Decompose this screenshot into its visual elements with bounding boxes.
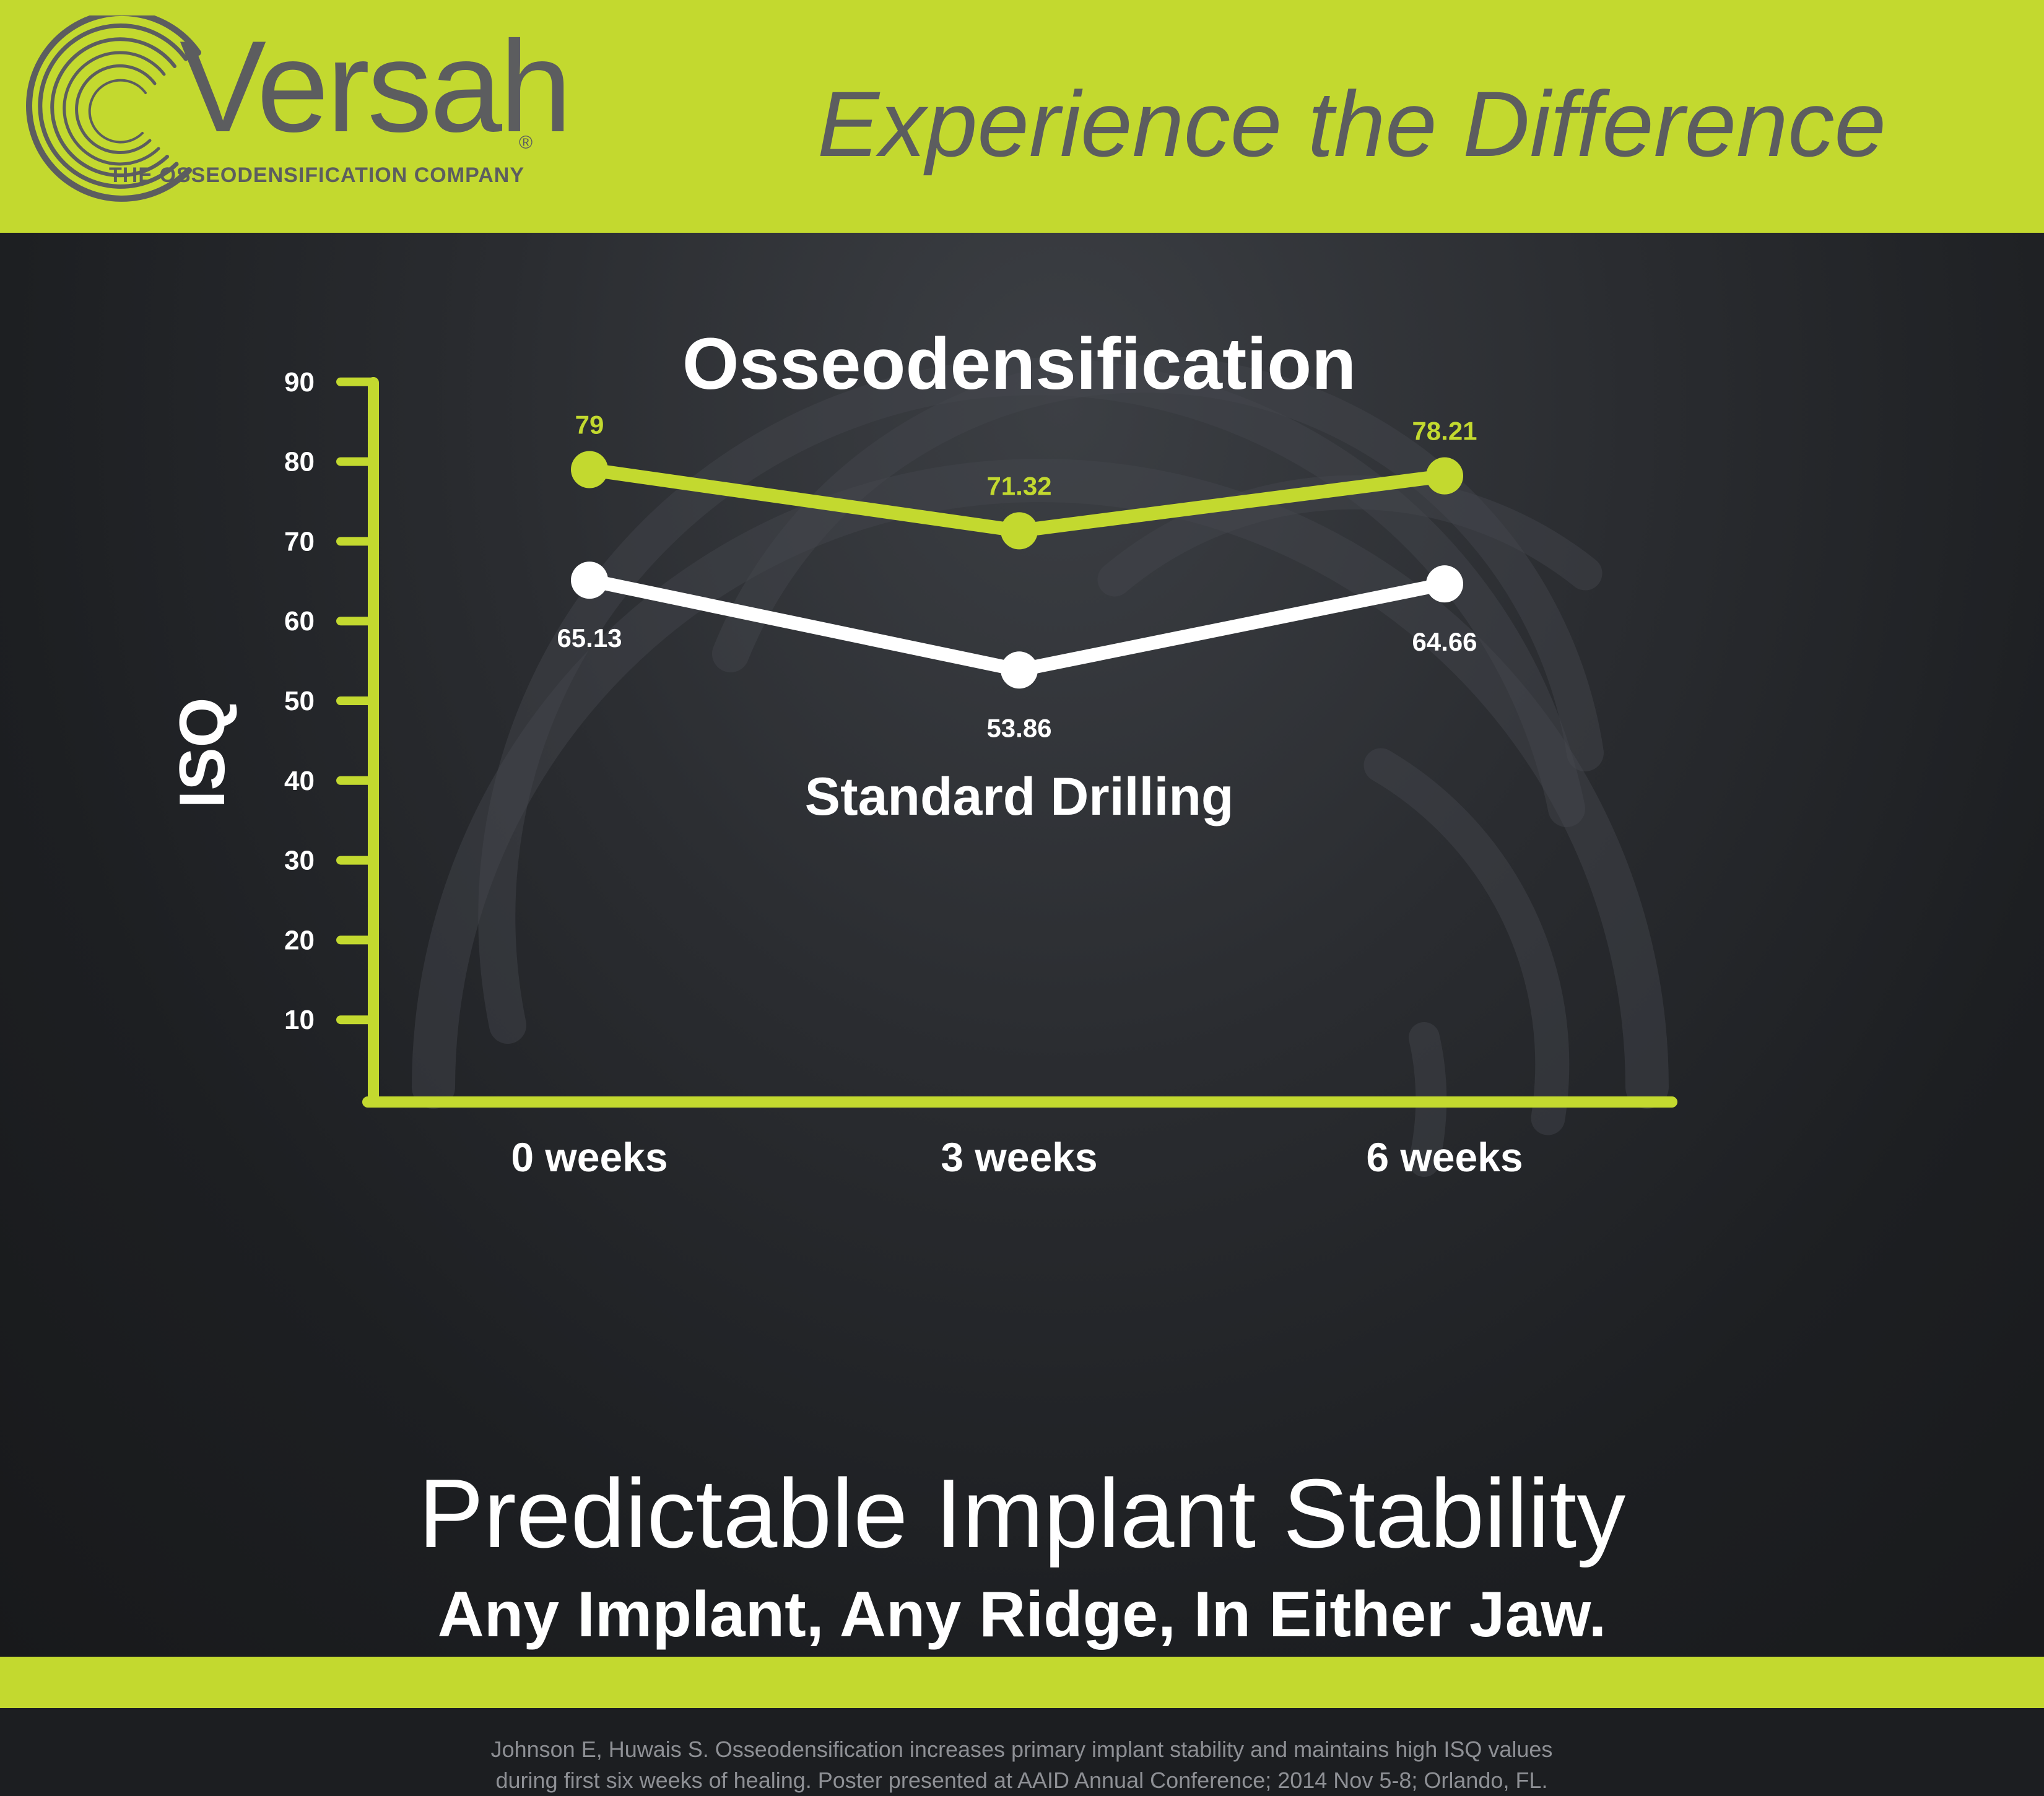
y-tick-label: 60: [284, 606, 315, 636]
brand-tagline: THE OSSEODENSIFICATION COMPANY: [109, 163, 525, 187]
isq-line-chart: 10 20 30 40 50 60 70 80 90 ISQ 0 weeks 3 weeks 6 we…: [167, 323, 1677, 1180]
brand-name: Versah: [180, 14, 572, 159]
citation: Johnson E, Huwais S. Osseodensification …: [402, 1734, 1641, 1796]
x-tick-label: 0 weeks: [511, 1134, 668, 1180]
series-layer: [571, 451, 1463, 689]
labels-layer: ISQ 0 weeks 3 weeks 6 weeks Osseodensificati…: [167, 323, 1523, 1180]
chart-axes: [362, 377, 1677, 1108]
citation-line-2: during first six weeks of healing. Poste…: [495, 1768, 1548, 1793]
data-label: 65.13: [557, 623, 622, 653]
y-axis-label: ISQ: [167, 697, 238, 808]
x-tick-label: 6 weeks: [1366, 1134, 1523, 1180]
main-panel: 10 20 30 40 50 60 70 80 90 ISQ 0 weeks 3 weeks 6 we…: [0, 233, 2044, 1793]
data-point: [571, 562, 608, 599]
data-point: [571, 451, 608, 488]
series-name-osseodensification: Osseodensification: [682, 323, 1357, 405]
header-slogan: Experience the Difference: [817, 72, 1886, 176]
registered-mark: ®: [519, 132, 533, 153]
x-tick-label: 3 weeks: [941, 1134, 1097, 1180]
series-name-standard-drilling: Standard Drilling: [805, 767, 1234, 826]
data-label: 79: [575, 410, 604, 439]
footer-bar: [0, 1657, 2044, 1708]
y-tick-label: 30: [284, 846, 315, 876]
concentric-arcs-logo-icon: [26, 15, 201, 202]
y-tick-label: 40: [284, 766, 315, 796]
data-label: 53.86: [986, 713, 1051, 742]
y-axis-ticks: 10 20 30 40 50 60 70 80 90: [284, 367, 378, 1035]
y-tick-label: 20: [284, 925, 315, 955]
y-tick-label: 70: [284, 526, 315, 557]
citation-line-1: Johnson E, Huwais S. Osseodensification …: [490, 1737, 1553, 1762]
subheadline: Any Implant, Any Ridge, In Either Jaw.: [437, 1579, 1607, 1651]
y-tick-label: 50: [284, 686, 315, 716]
data-point: [1001, 512, 1038, 550]
y-tick-label: 80: [284, 447, 315, 477]
data-point: [1001, 651, 1038, 689]
y-tick-label: 90: [284, 367, 315, 397]
data-label: 78.21: [1412, 417, 1477, 446]
headline: Predictable Implant Stability: [418, 1459, 1626, 1568]
y-tick-label: 10: [284, 1005, 315, 1035]
data-label: 71.32: [986, 471, 1051, 500]
data-point: [1426, 457, 1463, 495]
data-point: [1426, 565, 1463, 603]
header-banner: Versah ® THE OSSEODENSIFICATION COMPANY …: [0, 0, 2044, 233]
data-label: 64.66: [1412, 627, 1477, 656]
